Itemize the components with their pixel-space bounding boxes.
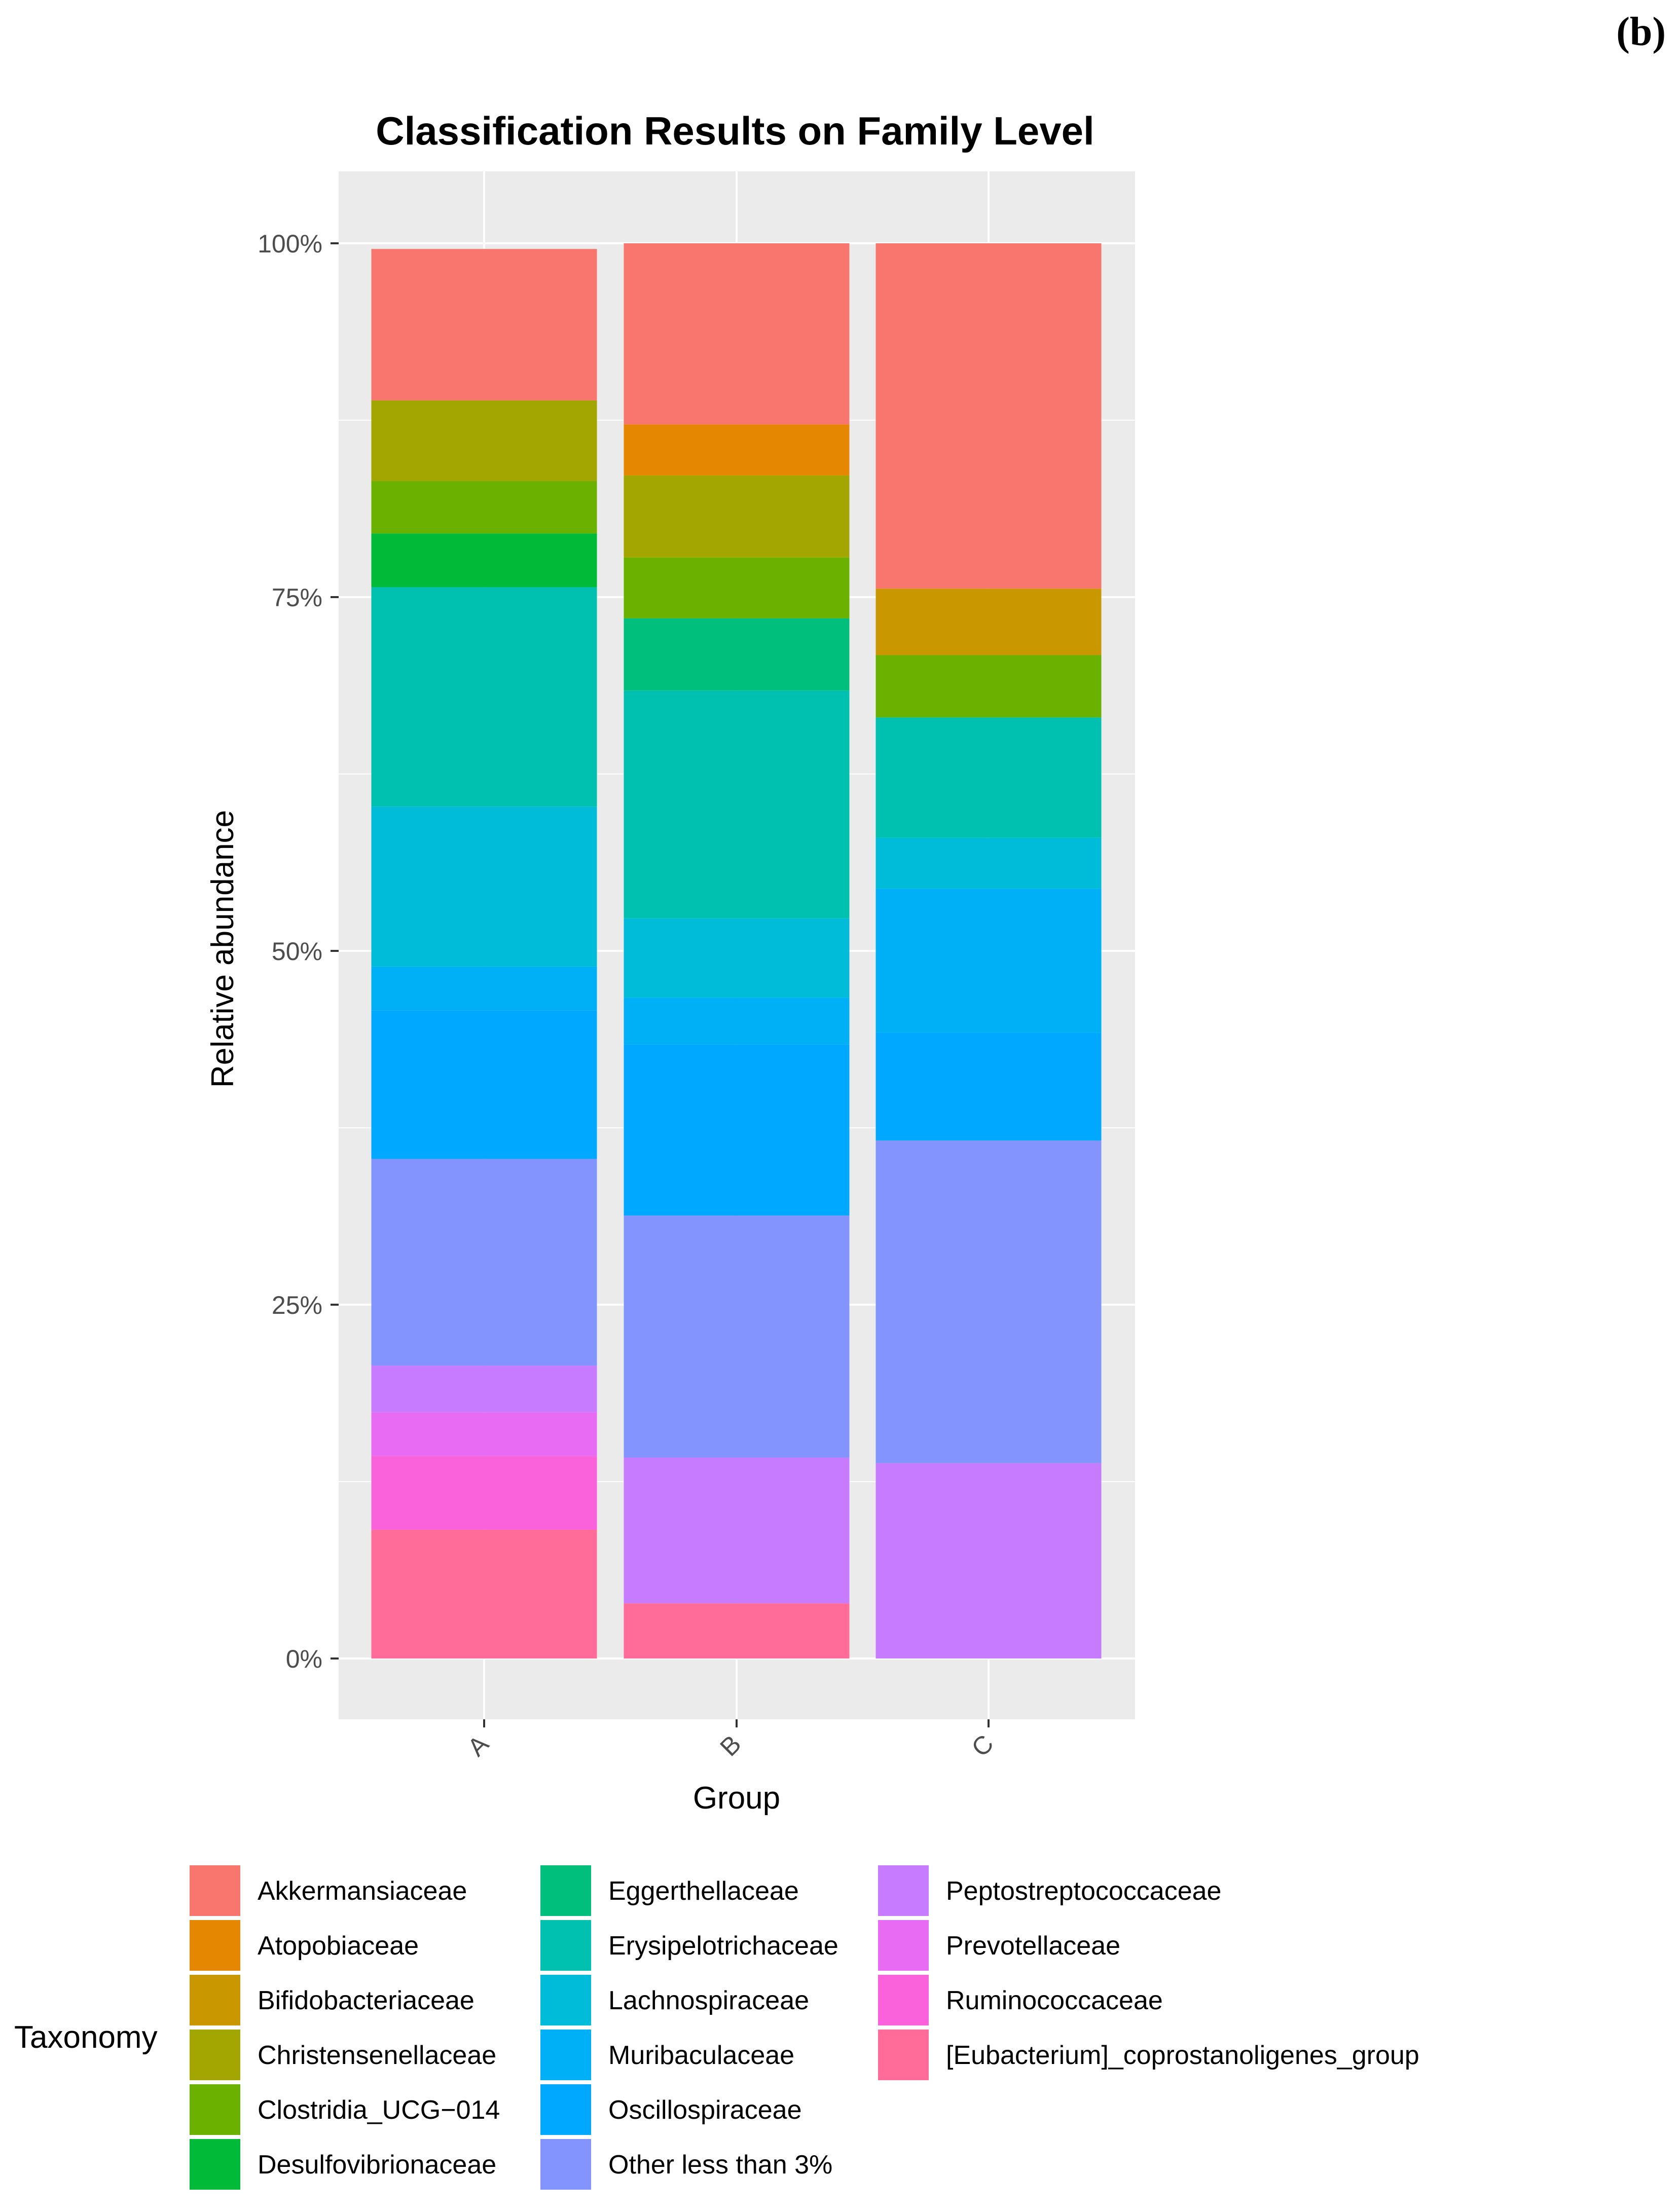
bar-segment-C-5 [875,1033,1102,1141]
legend-label-9: Muribaculaceae [608,2041,794,2070]
legend-title: Taxonomy [14,2020,158,2055]
bar-segment-B-4 [624,1215,850,1458]
legend-label-5: Desulfovibrionaceae [258,2150,496,2180]
legend-key-9 [540,2030,591,2080]
y-axis-label: Relative abundance [205,810,240,1088]
bar-segment-C-6 [875,889,1102,1033]
bar-segment-C-7 [875,837,1102,889]
legend-label-15: [Eubacterium]_coprostanoligenes_group [946,2041,1419,2070]
legend-label-3: Christensenellaceae [258,2041,496,2070]
bar-segment-A-6 [371,966,597,1011]
bar-segment-A-4 [371,1159,597,1366]
bar-segment-A-1 [371,1456,597,1530]
chart-title: Classification Results on Family Level [376,108,1094,153]
bar-segment-B-9 [624,618,850,691]
bar-segment-A-8 [371,587,597,807]
legend-key-7 [540,1920,591,1971]
legend-key-6 [540,1865,591,1916]
bar-segment-A-12 [371,400,597,482]
bar-segment-C-11 [875,655,1102,718]
bar-segment-C-4 [875,1140,1102,1463]
legend-label-12: Peptostreptococcaceae [946,1876,1221,1906]
bar-segment-B-3 [624,1457,850,1604]
legend-label-2: Bifidobacteriaceae [258,1986,474,2015]
x-tick-label-A: A [462,1729,494,1762]
x-tick-label-B: B [714,1729,746,1761]
y-tick-label-4: 100% [258,230,322,258]
legend-label-13: Prevotellaceae [946,1931,1120,1961]
y-tick-label-2: 50% [272,937,322,966]
legend-key-0 [190,1865,240,1916]
bar-segment-A-2 [371,1412,597,1456]
axes: 0% 25% 50% 75% 100% A B C [258,230,999,1762]
legend-label-14: Ruminococcaceae [946,1986,1163,2015]
bar-segment-A-0 [371,1529,597,1658]
legend-key-8 [540,1975,591,2025]
legend-key-14 [878,1975,929,2025]
legend-label-10: Oscillospiraceae [608,2095,802,2125]
legend-key-5 [190,2139,240,2190]
legend-label-1: Atopobiaceae [258,1931,419,1961]
bar-segment-B-12 [624,475,850,558]
legend-label-0: Akkermansiaceae [258,1876,467,1906]
legend-key-13 [878,1920,929,1971]
bar-segment-A-10 [371,533,597,587]
legend-key-10 [540,2084,591,2135]
bar-segment-B-14 [624,424,850,475]
legend-key-2 [190,1975,240,2025]
bar-segment-A-7 [371,806,597,967]
bar-segment-A-3 [371,1366,597,1413]
panel-label: (b) [1616,10,1666,54]
bar-segment-B-15 [624,243,850,425]
legend: Taxonomy Akkermansiaceae Atopobiaceae Bifi… [14,1865,1419,2190]
x-tick-label-C: C [966,1729,999,1762]
bar-segment-B-7 [624,918,850,998]
legend-label-8: Lachnospiraceae [608,1986,809,2015]
bar-segment-C-15 [875,243,1102,589]
legend-key-12 [878,1865,929,1916]
legend-label-4: Clostridia_UCG−014 [258,2095,500,2125]
y-tick-label-3: 75% [272,583,322,612]
x-axis-label: Group [693,1781,780,1816]
legend-label-7: Erysipelotrichaceae [608,1931,838,1961]
bar-segment-A-15 [371,249,597,400]
bar-segment-B-11 [624,557,850,618]
bar-segment-C-8 [875,717,1102,838]
bar-segment-A-5 [371,1010,597,1159]
bar-segment-B-8 [624,690,850,918]
legend-key-4 [190,2084,240,2135]
legend-key-3 [190,2030,240,2080]
legend-key-15 [878,2030,929,2080]
bar-segment-B-6 [624,998,850,1045]
legend-label-6: Eggerthellaceae [608,1876,799,1906]
y-tick-label-0: 0% [286,1645,322,1673]
legend-label-11: Other less than 3% [608,2150,832,2180]
bar-segment-C-13 [875,588,1102,655]
bars [371,243,1102,1658]
legend-key-1 [190,1920,240,1971]
bar-segment-B-0 [624,1603,850,1658]
legend-key-11 [540,2139,591,2190]
y-tick-label-1: 25% [272,1291,322,1319]
bar-segment-C-3 [875,1463,1102,1658]
bar-segment-A-11 [371,481,597,534]
bar-segment-B-5 [624,1044,850,1216]
